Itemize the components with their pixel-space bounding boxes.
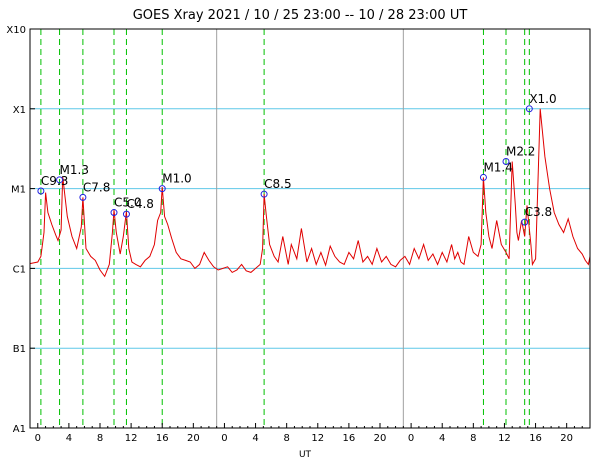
x-tick-label: 20 [374, 433, 387, 444]
flare-dashed-lines [40, 29, 530, 428]
chart-title: GOES Xray 2021 / 10 / 25 23:00 -- 10 / 2… [133, 8, 468, 23]
x-tick-label: 8 [470, 433, 476, 444]
x-tick-label: 20 [560, 433, 573, 444]
x-axis: 0 4 8 12 16 20 0 4 8 12 16 20 0 4 8 12 16 20 [35, 423, 583, 444]
flare-marker [260, 190, 268, 198]
flare-label: C7.8 [83, 180, 110, 194]
x-tick-label: 0 [408, 433, 414, 444]
flare-marker [110, 209, 118, 217]
flux-line [29, 108, 591, 278]
flare-marker [525, 105, 533, 113]
flare-label: C5.0 [114, 196, 141, 210]
plot-frame [29, 28, 591, 429]
x-tick-label: 8 [97, 433, 103, 444]
flare-marker [122, 210, 130, 218]
flare-label: M1.4 [483, 160, 512, 174]
y-tick-label: X10 [6, 25, 26, 36]
flare-label: M1.3 [60, 163, 89, 177]
x-tick-label: 20 [187, 433, 200, 444]
x-tick-label: 4 [252, 433, 258, 444]
flare-marker [37, 187, 45, 195]
flare-label: C3.8 [525, 205, 552, 219]
flare-marker [79, 193, 87, 201]
flare-label: C4.8 [126, 197, 153, 211]
y-tick-label: C1 [13, 264, 26, 275]
x-tick-label: 16 [156, 433, 169, 444]
y-tick-label: X1 [13, 105, 26, 116]
y-axis: X10 X1 M1 C1 B1 A1 [6, 25, 35, 435]
x-tick-label: 0 [35, 433, 41, 444]
x-tick-label: 0 [221, 433, 227, 444]
flare-markers: C9.3M1.3C7.8C5.0C4.8M1.0 C8.5M1.4M2.2C3.8… [37, 92, 557, 226]
flare-marker [56, 176, 64, 184]
flux-series [29, 108, 591, 278]
x-tick-label: 12 [125, 433, 138, 444]
x-tick-label: 12 [498, 433, 511, 444]
x-tick-label: 16 [529, 433, 542, 444]
x-axis-label: UT [299, 450, 312, 460]
x-tick-label: 12 [311, 433, 324, 444]
x-tick-label: 4 [66, 433, 72, 444]
flare-label: X1.0 [529, 92, 556, 106]
y-tick-label: A1 [13, 424, 26, 435]
x-tick-label: 4 [439, 433, 445, 444]
flare-label: M1.0 [162, 172, 191, 186]
flare-marker [158, 185, 166, 193]
x-tick-label: 8 [283, 433, 289, 444]
flare-marker [521, 218, 529, 226]
flare-marker [479, 173, 487, 181]
flare-label: C8.5 [264, 177, 291, 191]
flare-marker [502, 157, 510, 165]
y-tick-label: M1 [11, 185, 26, 196]
y-tick-label: B1 [13, 344, 26, 355]
flare-label: M2.2 [506, 144, 535, 158]
x-tick-label: 16 [343, 433, 356, 444]
grid-lines [30, 29, 590, 428]
